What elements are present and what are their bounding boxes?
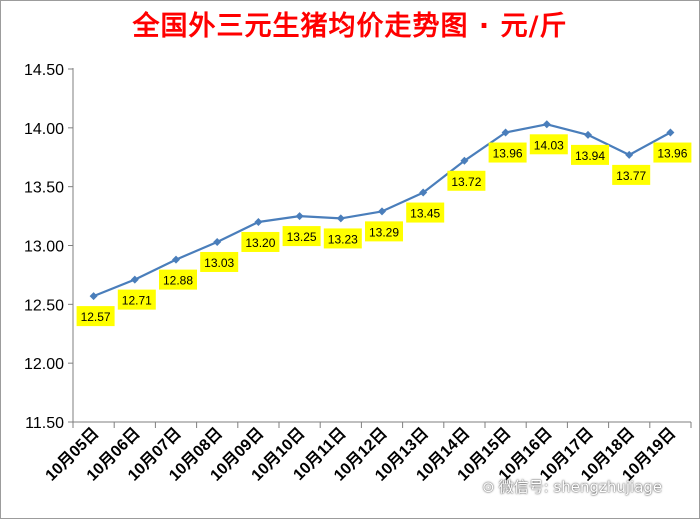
data-label: 13.72 [451, 175, 481, 189]
data-label-box [323, 228, 362, 249]
data-label: 13.96 [657, 147, 687, 161]
data-label: 12.71 [122, 294, 152, 308]
y-tick-label: 13.50 [24, 180, 64, 197]
data-label-box [365, 221, 403, 242]
y-tick-label: 12.00 [24, 356, 64, 373]
data-point [89, 292, 98, 301]
watermark-text: 微信号: shengzhujiage [498, 478, 663, 496]
data-label-box [488, 142, 527, 163]
data-label: 13.96 [493, 147, 523, 161]
data-label: 13.23 [328, 232, 358, 246]
data-label-box [282, 226, 321, 247]
data-label: 13.03 [204, 256, 234, 270]
data-label-box [406, 202, 445, 223]
y-tick-label: 14.50 [24, 62, 64, 79]
data-point [130, 275, 139, 284]
data-point [584, 130, 592, 139]
data-point [542, 120, 551, 129]
data-label: 13.29 [369, 225, 399, 239]
data-point [666, 128, 675, 137]
data-label-box [612, 164, 651, 185]
data-label-box [529, 134, 568, 155]
data-point [295, 212, 304, 221]
y-tick-label: 14.00 [24, 121, 64, 138]
wechat-icon: ⊙ [482, 478, 495, 496]
data-point [172, 255, 180, 264]
data-point [419, 188, 428, 197]
data-label-box [200, 251, 239, 272]
data-label-box [241, 231, 280, 252]
data-point [625, 150, 634, 159]
data-label: 13.77 [616, 169, 646, 183]
data-point [378, 207, 386, 216]
y-tick-label: 13.00 [24, 239, 64, 256]
data-label-box [117, 289, 156, 310]
data-label-box [159, 269, 197, 290]
data-label: 14.03 [534, 138, 564, 152]
watermark: ⊙ 微信号: shengzhujiage [482, 476, 662, 497]
data-label: 12.57 [81, 310, 111, 324]
y-tick-label: 12.50 [24, 297, 64, 314]
data-label: 13.25 [287, 230, 317, 244]
data-label: 12.88 [163, 274, 193, 288]
chart-title: 全国外三元生猪均价走势图 · 元/斤 [132, 11, 568, 42]
data-label-box [653, 142, 692, 163]
data-label-box [447, 170, 486, 191]
data-point [501, 128, 510, 137]
data-point [460, 156, 469, 165]
data-point [254, 217, 263, 226]
data-label: 13.94 [575, 149, 605, 163]
data-label-box [76, 306, 115, 327]
y-tick-label: 11.50 [25, 415, 64, 432]
data-point [336, 214, 345, 223]
data-label-box [571, 144, 609, 165]
data-label: 13.45 [410, 207, 440, 221]
data-point [213, 237, 222, 246]
data-label: 13.20 [245, 236, 275, 250]
